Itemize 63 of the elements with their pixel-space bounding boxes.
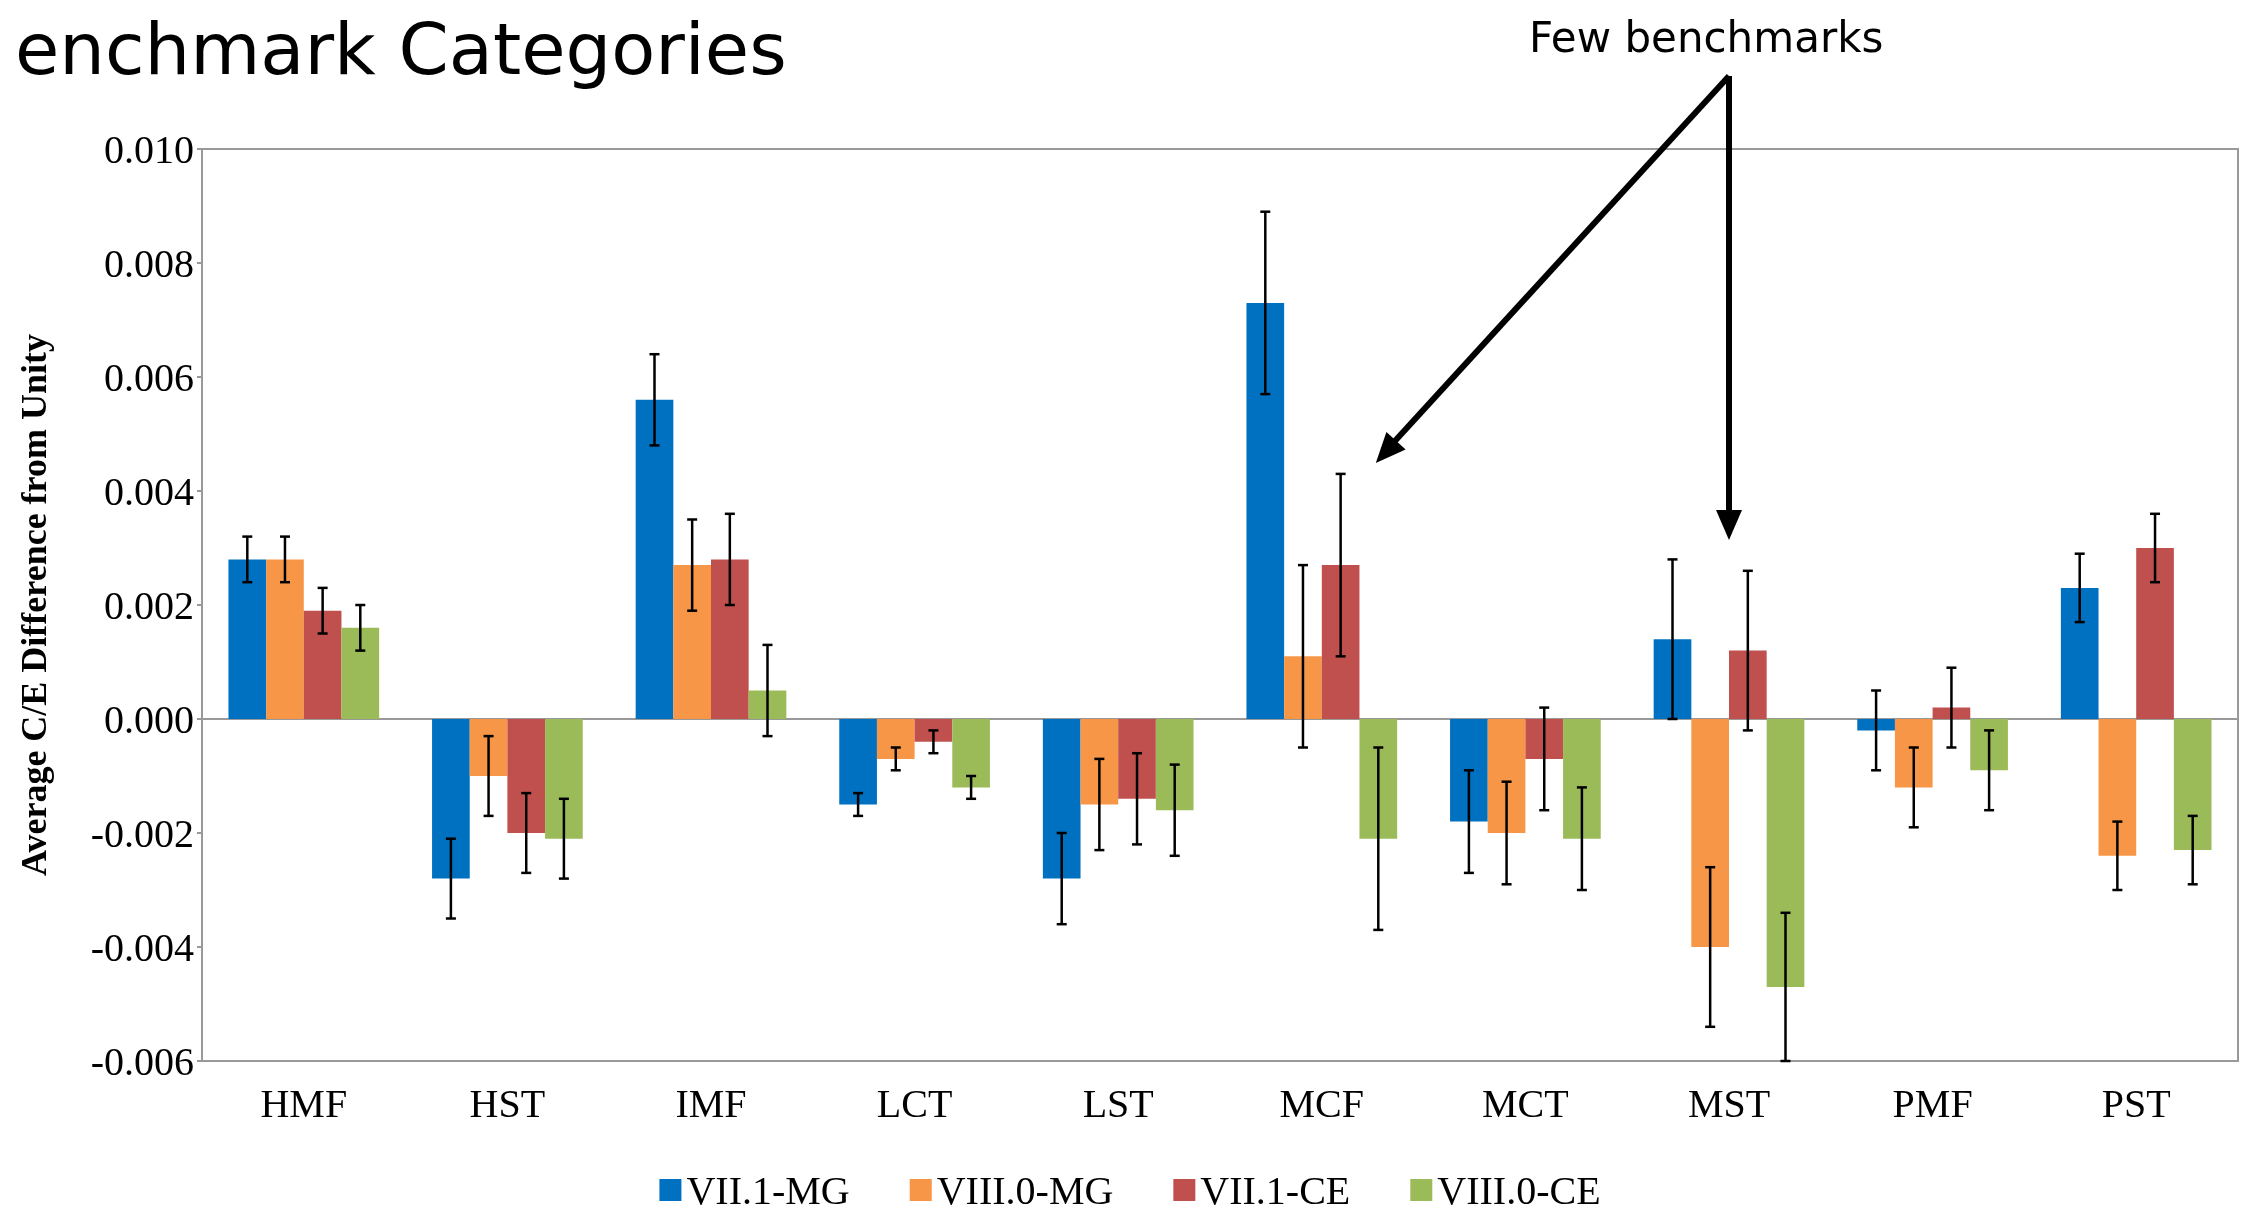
bar xyxy=(1857,719,1895,731)
bar xyxy=(303,610,342,719)
y-tick-label: 0.004 xyxy=(104,468,194,514)
bar xyxy=(1042,719,1081,879)
text: Few benchmarks xyxy=(1529,12,1884,62)
bar xyxy=(1894,719,1933,788)
bar xyxy=(2136,548,2174,719)
bar xyxy=(1766,719,1805,987)
x-tick-label: IMF xyxy=(675,1080,747,1126)
bar xyxy=(2098,719,2137,856)
x-tick-label: HMF xyxy=(260,1080,348,1126)
bar xyxy=(1970,719,2008,771)
y-tick-label: 0.008 xyxy=(104,240,194,286)
x-tick-label: MCT xyxy=(1482,1080,1569,1126)
y-tick-label: -0.004 xyxy=(90,924,194,970)
x-tick-label: MCF xyxy=(1279,1080,1365,1126)
bar xyxy=(914,719,953,742)
y-tick-label: 0.002 xyxy=(104,582,194,628)
bar xyxy=(432,719,470,879)
bar xyxy=(1691,719,1729,947)
bar xyxy=(1450,719,1488,822)
bar xyxy=(1118,719,1156,799)
x-tick-label: HST xyxy=(469,1080,546,1126)
x-tick-label: LCT xyxy=(876,1080,953,1126)
bar xyxy=(507,719,546,833)
chart-title: enchmark Categories xyxy=(15,7,787,91)
legend-label: VII.1-MG xyxy=(686,1167,850,1213)
bar xyxy=(1321,565,1360,719)
bar xyxy=(1246,302,1285,719)
y-tick-label: 0.006 xyxy=(104,354,194,400)
bar xyxy=(341,627,380,719)
bar xyxy=(266,559,304,719)
bar xyxy=(2173,719,2212,851)
y-axis-title: Average C/E Difference from Unity xyxy=(14,334,54,876)
bar xyxy=(469,719,508,776)
legend-label: VII.1-CE xyxy=(1200,1167,1351,1213)
x-tick-label: PMF xyxy=(1892,1080,1973,1126)
bar xyxy=(228,559,267,719)
bar xyxy=(839,719,877,805)
bar xyxy=(635,399,674,719)
x-tick-label: LST xyxy=(1082,1080,1154,1126)
bar xyxy=(1563,719,1601,839)
bar xyxy=(2060,587,2099,719)
bar xyxy=(1080,719,1119,805)
bar xyxy=(1729,650,1767,719)
x-tick-label: PST xyxy=(2101,1080,2171,1126)
legend-label: VIII.0-CE xyxy=(1437,1167,1601,1213)
bar xyxy=(876,719,915,759)
bar xyxy=(1155,719,1194,811)
bar xyxy=(545,719,583,839)
bar xyxy=(952,719,990,788)
y-tick-label: 0.010 xyxy=(104,126,194,172)
y-tick-label: 0.000 xyxy=(104,696,194,742)
x-tick-label: MST xyxy=(1687,1080,1771,1126)
bar xyxy=(1284,656,1322,719)
bar xyxy=(673,565,711,719)
bar xyxy=(711,559,749,719)
bar xyxy=(1359,719,1398,839)
bar xyxy=(1525,719,1564,759)
legend-label: VIII.0-MG xyxy=(936,1167,1114,1213)
bar xyxy=(1487,719,1526,833)
y-tick-label: -0.006 xyxy=(90,1038,194,1084)
y-tick-label: -0.002 xyxy=(90,810,194,856)
